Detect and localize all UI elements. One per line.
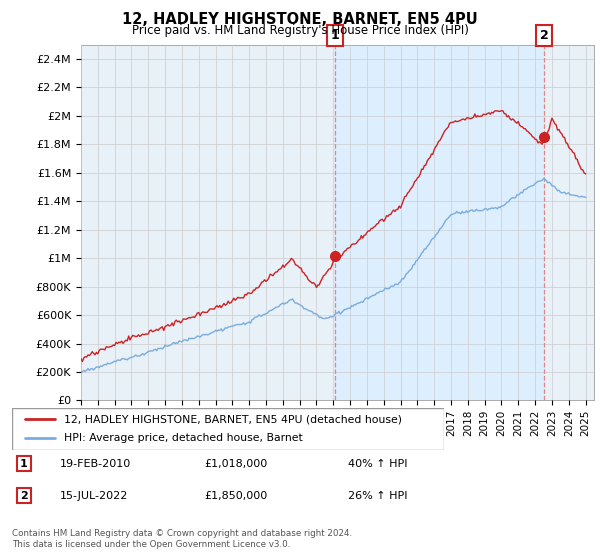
Text: 2: 2 xyxy=(20,491,28,501)
Text: 15-JUL-2022: 15-JUL-2022 xyxy=(60,491,128,501)
Text: £1,850,000: £1,850,000 xyxy=(204,491,267,501)
Text: Price paid vs. HM Land Registry's House Price Index (HPI): Price paid vs. HM Land Registry's House … xyxy=(131,24,469,36)
Text: 2: 2 xyxy=(540,29,548,42)
Text: 40% ↑ HPI: 40% ↑ HPI xyxy=(348,459,407,469)
Text: 26% ↑ HPI: 26% ↑ HPI xyxy=(348,491,407,501)
Text: £1,018,000: £1,018,000 xyxy=(204,459,267,469)
Text: 1: 1 xyxy=(331,29,340,42)
Text: Contains HM Land Registry data © Crown copyright and database right 2024.
This d: Contains HM Land Registry data © Crown c… xyxy=(12,529,352,549)
Text: 1: 1 xyxy=(20,459,28,469)
FancyBboxPatch shape xyxy=(12,408,444,450)
Text: 12, HADLEY HIGHSTONE, BARNET, EN5 4PU (detached house): 12, HADLEY HIGHSTONE, BARNET, EN5 4PU (d… xyxy=(64,414,402,424)
Text: 12, HADLEY HIGHSTONE, BARNET, EN5 4PU: 12, HADLEY HIGHSTONE, BARNET, EN5 4PU xyxy=(122,12,478,27)
Text: HPI: Average price, detached house, Barnet: HPI: Average price, detached house, Barn… xyxy=(64,433,302,444)
Bar xyxy=(335,45,544,400)
Text: 19-FEB-2010: 19-FEB-2010 xyxy=(60,459,131,469)
